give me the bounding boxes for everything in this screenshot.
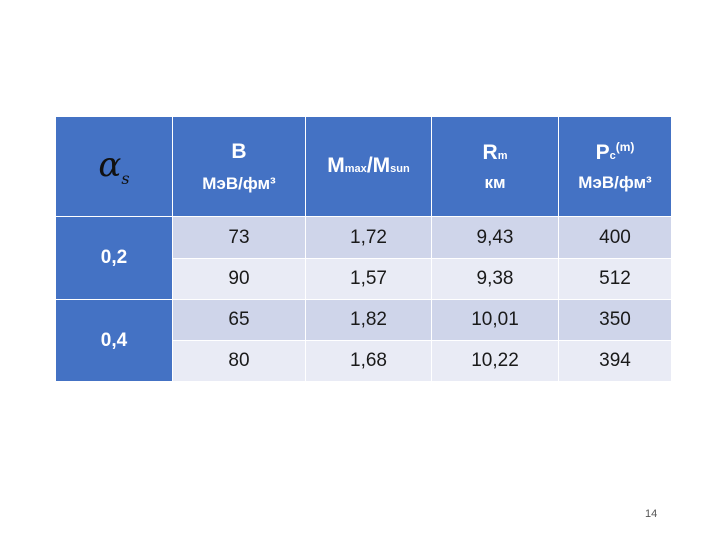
table-cell: 400 bbox=[558, 216, 672, 259]
table-cell: 1,68 bbox=[305, 340, 432, 382]
page-number: 14 bbox=[645, 508, 658, 520]
data-table: αs B МэВ/фм³ Mmax/Msun Rm км Pc(m) МэВ/ф… bbox=[55, 116, 672, 382]
alpha-subscript: s bbox=[121, 169, 130, 188]
header-radius-sub: m bbox=[497, 149, 508, 162]
header-pressure-p: P bbox=[595, 140, 610, 164]
table-cell: 1,57 bbox=[305, 258, 432, 300]
table-cell: 394 bbox=[558, 340, 672, 382]
header-mass-ratio: Mmax/Msun bbox=[305, 116, 432, 217]
header-row: αs B МэВ/фм³ Mmax/Msun Rm км Pc(m) МэВ/ф… bbox=[55, 116, 672, 217]
table-cell: 512 bbox=[558, 258, 672, 300]
header-mass-ratio-label: Mmax/Msun bbox=[306, 153, 431, 179]
header-m1: M bbox=[327, 154, 345, 178]
header-b: B МэВ/фм³ bbox=[172, 116, 306, 217]
header-pressure: Pc(m) МэВ/фм³ bbox=[558, 116, 672, 217]
table-cell: 80 bbox=[172, 340, 306, 382]
header-pressure-sub: c bbox=[609, 149, 616, 162]
header-pressure-unit: МэВ/фм³ bbox=[578, 173, 652, 192]
header-alpha-s: αs bbox=[55, 116, 173, 217]
table-cell: 90 bbox=[172, 258, 306, 300]
table-row: 0,2 73 1,72 9,43 400 bbox=[55, 216, 672, 300]
header-m1-sub: max bbox=[344, 163, 367, 176]
header-pressure-sup: (m) bbox=[615, 139, 635, 154]
header-m2-sub: sun bbox=[390, 163, 410, 176]
header-slash-m: /M bbox=[366, 154, 391, 178]
header-radius: Rm км bbox=[431, 116, 559, 217]
header-radius-r: R bbox=[482, 140, 498, 164]
table-row: 80 1,68 10,22 394 bbox=[56, 340, 672, 382]
header-radius-unit: км bbox=[484, 173, 506, 192]
table-row: 0,4 65 1,82 10,01 350 bbox=[55, 299, 672, 382]
table-cell: 65 bbox=[172, 299, 306, 341]
table-cell: 9,43 bbox=[431, 216, 559, 259]
table-cell: 1,72 bbox=[305, 216, 432, 259]
table-cell: 10,22 bbox=[431, 340, 559, 382]
header-radius-title: Rm bbox=[432, 140, 558, 166]
alpha-symbol: α bbox=[98, 145, 122, 185]
table-cell: 1,82 bbox=[305, 299, 432, 341]
header-pressure-title: Pc(m) bbox=[559, 140, 671, 166]
header-b-unit: МэВ/фм³ bbox=[202, 174, 276, 193]
header-b-title: B bbox=[231, 139, 247, 163]
table-cell: 73 bbox=[172, 216, 306, 259]
table-row: 90 1,57 9,38 512 bbox=[56, 258, 672, 300]
group-label-cell: 0,4 bbox=[55, 299, 173, 382]
table-cell: 350 bbox=[558, 299, 672, 341]
table-cell: 9,38 bbox=[431, 258, 559, 300]
table-cell: 10,01 bbox=[431, 299, 559, 341]
group-label-cell: 0,2 bbox=[55, 216, 173, 300]
